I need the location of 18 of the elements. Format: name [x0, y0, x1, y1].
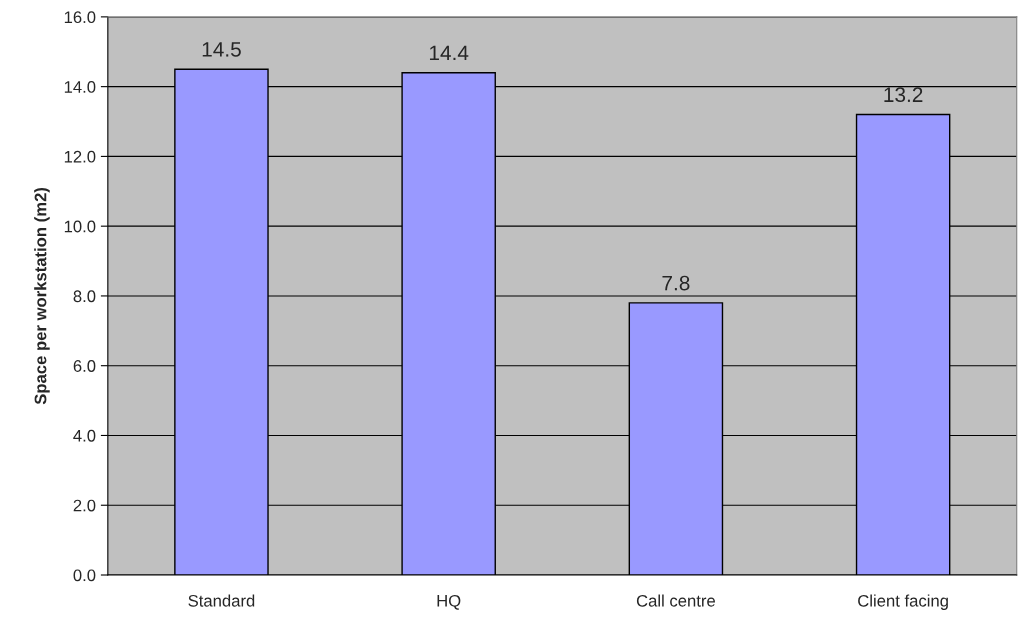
y-axis-title: Space per workstation (m2) [34, 187, 50, 405]
y-tick-label: 6.0 [73, 360, 96, 372]
data-label: 14.5 [202, 42, 241, 57]
y-tick-label: 8.0 [73, 290, 96, 303]
y-tick-label: 14.0 [64, 81, 96, 93]
y-tick-label: 2.0 [73, 499, 96, 512]
y-tick-label: 12.0 [64, 150, 96, 163]
data-label: 14.4 [429, 45, 469, 61]
x-tick-label: Client facing [858, 594, 948, 610]
x-tick-label: Standard [188, 594, 255, 607]
data-label: 13.2 [884, 87, 923, 103]
y-tick-label: 16.0 [64, 11, 96, 24]
data-label: 7.8 [662, 275, 690, 291]
x-tick-label: HQ [437, 594, 461, 610]
y-tick-label: 10.0 [64, 220, 96, 233]
y-tick-label: 0.0 [73, 569, 96, 582]
x-tick-label: Call centre [636, 594, 715, 607]
y-tick-label: 4.0 [73, 429, 96, 442]
